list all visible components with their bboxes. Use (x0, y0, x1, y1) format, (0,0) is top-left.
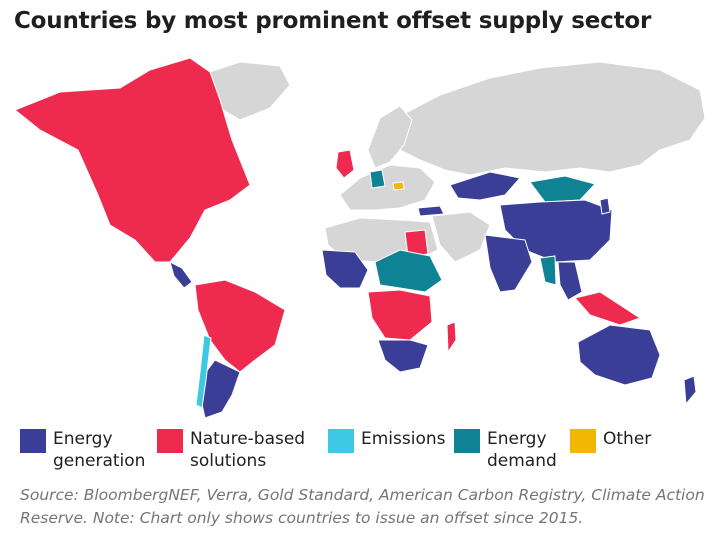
region-south-america-north (194, 279, 286, 373)
region-southern-africa (377, 339, 429, 373)
region-north-america (14, 57, 251, 263)
legend-item-emissions: Emissions (328, 428, 446, 453)
region-australia (577, 324, 661, 386)
region-hungary (392, 181, 405, 191)
legend-swatch-other (570, 429, 596, 453)
legend-label-energy-generation: Energy generation (53, 429, 146, 471)
region-new-zealand (683, 375, 697, 406)
region-korea (599, 197, 611, 215)
legend: Energy generation Nature-based solutions… (20, 428, 710, 476)
region-indonesia (574, 291, 642, 326)
region-germany (369, 169, 386, 189)
region-west-africa (321, 249, 369, 289)
region-mongolia (529, 175, 596, 203)
legend-swatch-energy-generation (20, 429, 46, 453)
region-chile (195, 334, 212, 409)
region-indochina (557, 261, 583, 301)
legend-swatch-nature-based (157, 429, 183, 453)
legend-label-other: Other (603, 429, 652, 449)
legend-swatch-emissions (328, 429, 354, 453)
region-europe (339, 164, 436, 211)
chart-title: Countries by most prominent offset suppl… (14, 8, 652, 34)
region-central-america (169, 261, 193, 289)
region-middle-east (431, 211, 491, 263)
region-india (484, 234, 533, 293)
legend-label-nature-based: Nature-based solutions (190, 429, 306, 471)
legend-item-energy-demand: Energy demand (454, 428, 557, 472)
legend-item-other: Other (570, 428, 651, 453)
region-madagascar (446, 321, 457, 354)
legend-item-nature-based: Nature-based solutions (157, 428, 305, 472)
region-scandinavia (367, 105, 413, 169)
legend-label-emissions: Emissions (361, 429, 446, 449)
region-turkey (417, 205, 445, 217)
legend-label-energy-demand: Energy demand (487, 429, 557, 471)
region-russia (391, 61, 706, 176)
region-uk (335, 149, 355, 179)
region-central-asia (449, 171, 521, 201)
region-egypt (404, 229, 429, 257)
legend-item-energy-generation: Energy generation (20, 428, 145, 472)
world-map (14, 57, 706, 419)
source-note: Source: BloombergNEF, Verra, Gold Standa… (20, 486, 705, 527)
region-central-africa (367, 289, 433, 341)
legend-swatch-energy-demand (454, 429, 480, 453)
region-myanmar (539, 255, 557, 286)
region-central-east-africa (374, 249, 443, 293)
